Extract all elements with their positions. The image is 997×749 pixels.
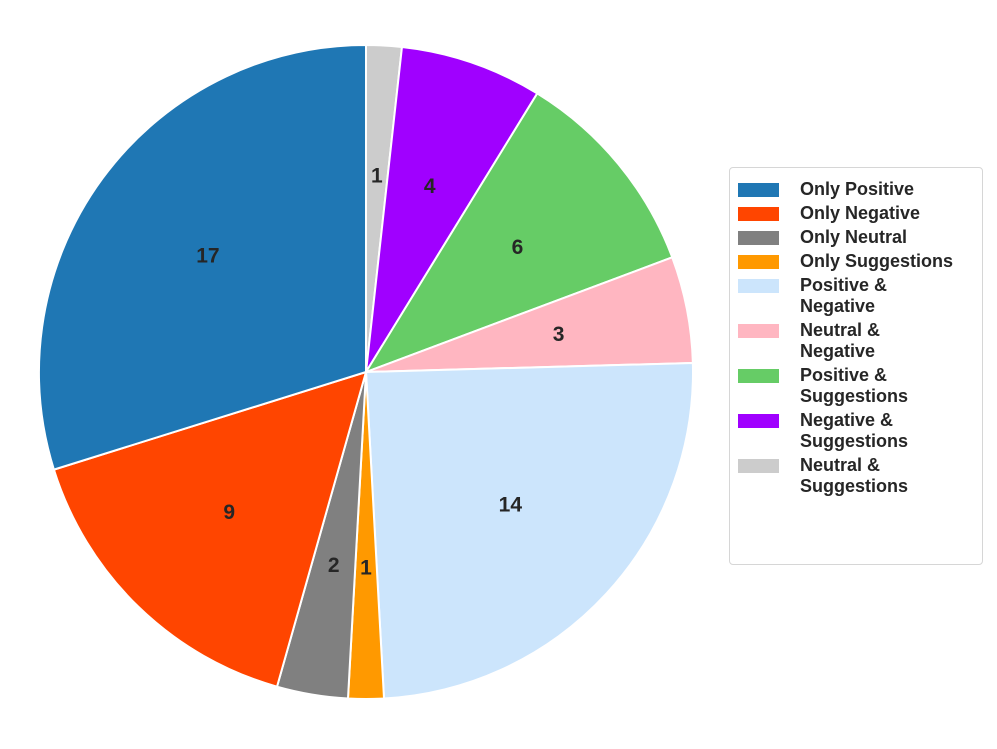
legend-swatch <box>738 255 779 269</box>
pie-slice <box>365 45 539 373</box>
legend-item: Neutral & Negative <box>738 320 982 362</box>
legend-label: Only Neutral <box>800 227 908 247</box>
legend-item: Positive & Negative <box>738 275 982 317</box>
legend-item: Only Negative <box>738 203 982 224</box>
legend-item: Positive & Suggestions <box>738 365 982 407</box>
legend-label: Neutral & Suggestions <box>800 455 909 496</box>
legend-swatch <box>738 279 779 293</box>
legend-swatch <box>738 324 779 338</box>
pie-slice <box>38 44 367 471</box>
legend-label: Negative & Suggestions <box>800 410 909 451</box>
pie-slice <box>365 361 694 700</box>
slice-value-label: 9 <box>223 501 235 524</box>
legend: Only Positive Only Negative Only Neutral On… <box>729 167 983 565</box>
legend-item: Negative & Suggestions <box>738 410 982 452</box>
legend-swatch <box>738 369 779 383</box>
legend-label: Only Negative <box>800 203 921 223</box>
legend-swatch <box>738 414 779 428</box>
pie-slice <box>365 92 674 373</box>
legend-item: Only Neutral <box>738 227 982 248</box>
legend-swatch <box>738 459 779 473</box>
slice-value-label: 1 <box>371 165 383 188</box>
legend-item: Only Positive <box>738 179 982 200</box>
slice-value-label: 4 <box>424 175 436 198</box>
slice-value-label: 1 <box>360 557 372 580</box>
slice-value-label: 3 <box>553 323 565 346</box>
legend-swatch <box>738 231 779 245</box>
legend-swatch <box>738 207 779 221</box>
legend-item: Neutral & Suggestions <box>738 455 982 497</box>
legend-label: Positive & Suggestions <box>800 365 909 406</box>
legend-item: Only Suggestions <box>738 251 982 272</box>
legend-label: Neutral & Negative <box>800 320 881 361</box>
legend-label: Positive & Negative <box>800 275 888 316</box>
legend-label: Only Suggestions <box>800 251 954 271</box>
legend-label: Only Positive <box>800 179 915 199</box>
slice-value-label: 6 <box>512 236 524 259</box>
slice-value-label: 2 <box>328 554 340 577</box>
pie-slice <box>52 371 367 688</box>
legend-swatch <box>738 183 779 197</box>
slice-value-label: 14 <box>499 493 523 516</box>
slice-value-label: 17 <box>196 244 219 267</box>
pie-slices <box>38 44 694 700</box>
